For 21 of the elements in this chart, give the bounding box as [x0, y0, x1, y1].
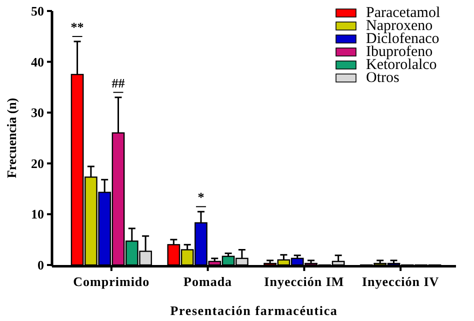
x-tick-label: Pomada [184, 274, 232, 289]
y-axis-title: Frecuencia (n) [4, 98, 19, 178]
y-tick-label: 20 [31, 156, 44, 171]
legend-label: Otros [366, 70, 400, 86]
legend-label: Diclofenaco [366, 31, 440, 47]
legend-label: Paracetamol [366, 5, 440, 21]
annotation: * [198, 190, 204, 205]
annotation: ## [112, 75, 126, 90]
legend-label: Naproxeno [366, 18, 433, 34]
x-axis-title: Presentación farmacéutica [170, 303, 338, 318]
y-tick-label: 10 [31, 206, 44, 222]
x-tick-label: Inyección IM [264, 274, 344, 289]
annotation: ** [70, 19, 84, 34]
y-tick-label: 30 [31, 105, 44, 120]
x-tick-label: Inyección IV [362, 274, 440, 289]
y-tick-label: 40 [31, 54, 44, 70]
y-tick-label: 0 [38, 258, 44, 272]
legend-label: Ketorolalco [366, 57, 437, 73]
legend-label: Ibuprofeno [366, 44, 433, 60]
x-tick-label: Comprimido [73, 274, 150, 289]
y-tick-label: 50 [31, 4, 44, 18]
